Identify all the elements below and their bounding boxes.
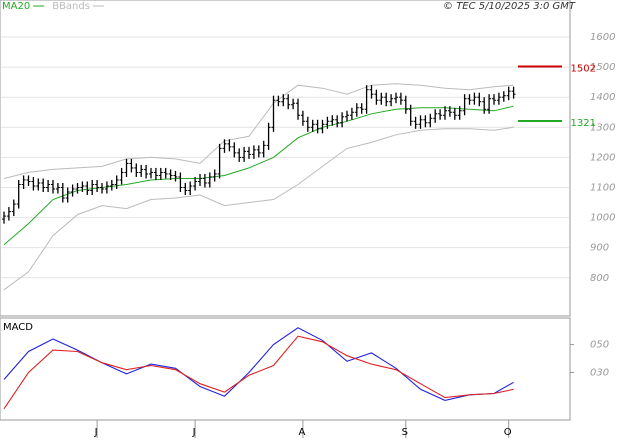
x-tick-label: J xyxy=(94,427,98,438)
y-tick-label: 900 xyxy=(590,243,609,254)
y-tick-label: 030 xyxy=(590,367,609,378)
macd-line xyxy=(3,327,514,401)
y-tick-label: 1300 xyxy=(590,122,615,133)
ma-line xyxy=(3,105,514,246)
macd-panel xyxy=(0,317,571,421)
y-tick-label: 800 xyxy=(590,273,609,284)
macd-title: MACD xyxy=(3,322,33,333)
y-tick-label: 1000 xyxy=(590,213,615,224)
y-tick-label: 1600 xyxy=(590,32,615,43)
y-tick-label: 1100 xyxy=(590,182,615,193)
price-panel xyxy=(0,0,571,317)
band-upper xyxy=(3,83,514,179)
annotation-label: 1321 xyxy=(571,118,596,129)
y-tick-label: 1500 xyxy=(590,62,615,73)
x-tick-label: S xyxy=(402,427,408,438)
annotation-label: 1502 xyxy=(571,64,596,75)
legend-label: BBands xyxy=(52,1,90,12)
macd-line xyxy=(3,335,514,410)
x-tick-label: O xyxy=(504,427,512,438)
x-tick-label: A xyxy=(298,427,305,438)
x-tick-label: J xyxy=(192,427,196,438)
y-tick-label: 1200 xyxy=(590,152,615,163)
y-tick-label: 1400 xyxy=(590,92,615,103)
legend-label: MA20 xyxy=(2,1,30,12)
source: © TEC 5/10/2025 3:0 GMT xyxy=(443,1,576,12)
band-lower xyxy=(3,126,514,291)
y-tick-label: 050 xyxy=(590,340,609,351)
